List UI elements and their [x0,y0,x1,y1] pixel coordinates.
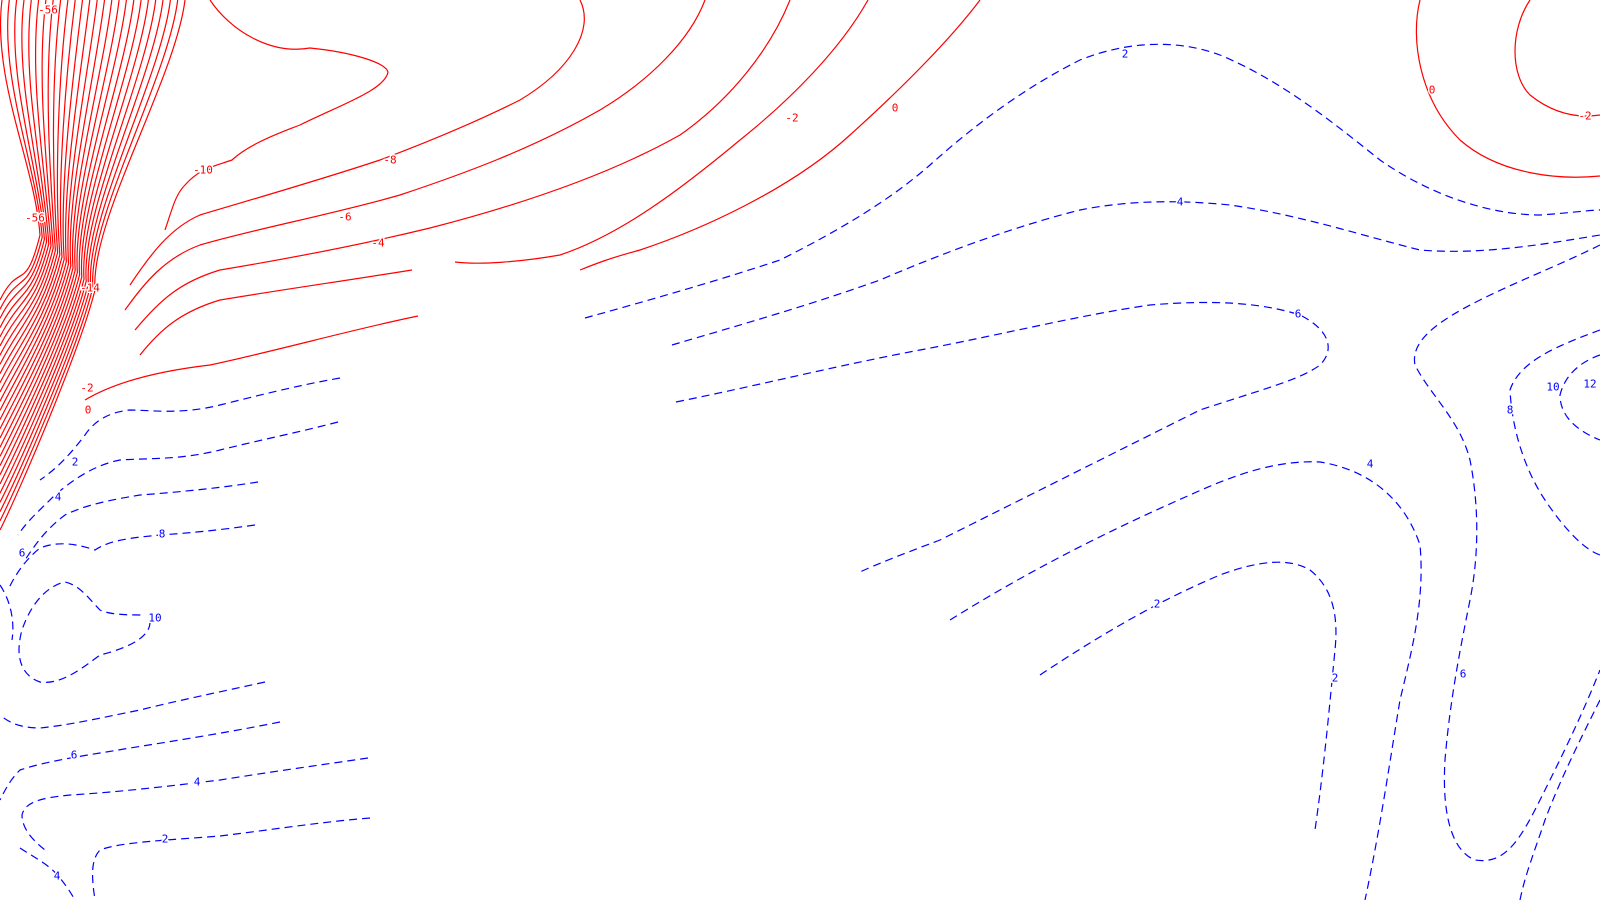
contour-label: 12 [1583,378,1596,391]
contour-line-negative [0,0,41,301]
contour-label: 8 [159,528,166,541]
contour-label: 8 [1507,404,1514,417]
contour-line-negative [454,0,869,264]
contour-label: 2 [1332,672,1339,685]
contour-label: 0 [892,102,899,115]
contour-line-negative [1514,0,1600,117]
contour-line-negative [139,269,413,356]
contour-label: 6 [71,749,78,762]
contour-label: -2 [80,382,93,395]
contour-line-positive [39,377,341,481]
contour-line-negative [124,0,706,311]
contour-label: 4 [55,491,62,504]
contour-label: 6 [19,547,26,560]
contour-line-negative [0,0,54,356]
contour-label: -8 [383,154,396,167]
contour-line-negative [0,0,157,494]
contour-line-negative [0,0,48,328]
contour-line-negative [164,0,389,231]
contour-line-negative [0,0,52,347]
contour-line-positive [24,481,259,561]
contour-label: 0 [1429,84,1436,97]
contour-line-positive [1509,329,1600,556]
contour-line-positive [0,681,266,729]
contour-line-positive [17,421,339,536]
contour-labels: -56 -10 -8 -6 -4 -2 0 -56 -14 -2 0 -2 0 … [17,2,1598,884]
contour-line-negative [134,0,791,331]
contour-line-positive [675,301,1329,573]
contour-line-negative [0,0,106,430]
contour-line-negative [0,0,69,384]
contour-line-positive [0,721,281,801]
contour-line-negative [0,0,164,503]
contour-line-positive [1519,699,1600,900]
contour-line-negative [0,0,46,319]
contour-line-negative [0,0,57,365]
contour-label: 2 [1122,48,1129,61]
contour-line-positive [18,581,151,683]
contour-line-positive [0,584,14,641]
contour-line-negative [0,0,135,466]
contour-label: -4 [371,237,385,250]
contour-line-negative [0,0,43,310]
contour-line-negative [0,0,120,448]
contour-line-negative [0,0,98,420]
contour-line-positive [1559,354,1600,441]
contour-line-negative [1415,0,1600,178]
contour-label: 2 [72,456,79,469]
contour-line-negative [0,0,76,393]
negative-contour-cluster [0,0,186,531]
contour-label: 4 [1367,458,1374,471]
contour-line-positive [584,43,1600,319]
contour-label: 6 [1295,308,1302,321]
contour-label: 10 [1546,381,1559,394]
contour-line-negative [84,315,419,401]
contour-line-negative [0,0,186,531]
contour-label: -6 [338,211,351,224]
contour-line-negative [0,0,171,512]
contour-line-negative [0,0,91,411]
contour-line-positive [949,461,1422,900]
contour-label: 0 [85,404,92,417]
contour-label: -14 [80,282,100,295]
contour-line-negative [0,0,62,374]
contour-line-positive [19,847,76,900]
contour-label: 2 [162,833,169,846]
contour-line-positive [92,817,371,900]
contour-label: 4 [1177,196,1184,209]
contour-line-negative [0,0,149,485]
contour-line-negative [0,0,179,522]
contour-label: 2 [1154,598,1161,611]
contour-line-negative [0,0,142,476]
contour-label: 4 [194,776,201,789]
contour-line-positive [1413,244,1600,862]
contour-label: -56 [38,4,58,17]
contour-line-negative [0,0,127,457]
contour-label: -2 [1578,110,1591,123]
contour-line-positive [671,201,1600,346]
contour-label: -10 [193,164,213,177]
contour-line-negative [0,0,113,439]
contour-label: 10 [148,612,161,625]
contour-label: -2 [785,112,798,125]
contour-line-positive [7,524,256,591]
contour-label: 4 [54,870,61,883]
contour-line-negative [0,0,84,402]
contour-line-negative [129,0,585,286]
contour-label: -56 [25,212,45,225]
contour-label: 6 [1460,668,1467,681]
contour-line-positive [21,757,369,851]
contour-line-positive [1039,561,1337,831]
contour-line-negative [0,0,50,338]
contour-line-negative [579,0,981,271]
